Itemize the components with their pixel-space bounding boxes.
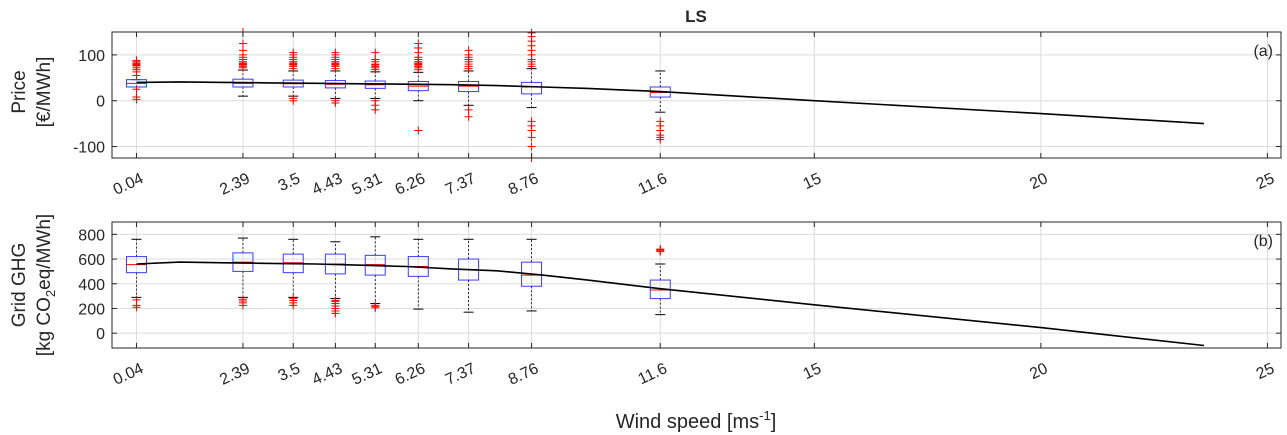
- outlier-point: [656, 245, 665, 254]
- panel-a-ylabel-line2: [€/MWh]: [34, 57, 55, 128]
- x-tick-label: 8.76: [506, 360, 541, 389]
- outlier-point: [464, 112, 473, 121]
- outlier-point: [132, 93, 141, 102]
- x-tick-label: 2.39: [217, 360, 252, 389]
- x-tick-label: 3.5: [276, 360, 303, 385]
- outlier-point: [527, 117, 536, 126]
- x-tick-label: 4.43: [310, 170, 345, 199]
- x-tick-label: 0.04: [111, 360, 146, 389]
- y-tick-label: 100: [78, 48, 105, 65]
- y-tick-label: 600: [78, 252, 105, 269]
- panel-b-ylabel-line2: [kg CO2eq/MWh]: [34, 214, 58, 356]
- x-axis-label-sup: -1: [759, 408, 771, 423]
- y-tick-label: 0: [96, 94, 105, 111]
- x-tick-label: 11.6: [636, 170, 670, 198]
- y-tick-label: 800: [78, 227, 105, 244]
- x-axis-label-end: ]: [771, 411, 777, 433]
- outlier-point: [414, 126, 423, 135]
- outlier-point: [132, 85, 141, 94]
- y-tick-label: 200: [78, 301, 105, 318]
- x-tick-label: 25: [1254, 170, 1277, 193]
- trend-line: [136, 261, 1205, 347]
- x-tick-label: 20: [1027, 170, 1050, 193]
- axes-frame: [111, 221, 1282, 349]
- outlier-point: [289, 48, 298, 57]
- outlier-point: [656, 117, 665, 126]
- x-tick-label: 7.37: [443, 170, 478, 199]
- x-tick-label: 5.31: [350, 170, 385, 199]
- box: [521, 261, 543, 287]
- x-tick-label: 5.31: [350, 360, 385, 389]
- x-axis-label: Wind speed [ms-1]: [616, 408, 777, 433]
- x-tick-label: 25: [1254, 360, 1277, 383]
- x-tick-label: 6.26: [393, 170, 428, 199]
- x-tick-label: 6.26: [393, 360, 428, 389]
- outlier-point: [132, 295, 141, 304]
- outlier-point: [371, 48, 380, 57]
- outlier-point: [289, 294, 298, 303]
- x-tick-label: 4.43: [310, 360, 345, 389]
- outlier-point: [464, 46, 473, 55]
- x-tick-label: 11.6: [636, 360, 670, 388]
- outlier-point: [371, 55, 380, 64]
- outlier-point: [464, 105, 473, 114]
- x-tick-label: 15: [801, 360, 824, 383]
- panel-b-ylabel-pre: [kg CO: [34, 297, 55, 356]
- x-tick-label: 2.39: [217, 170, 252, 199]
- outlier-point: [371, 301, 380, 310]
- outlier-point: [527, 133, 536, 142]
- y-tick-label: -100: [73, 140, 105, 157]
- outlier-point: [238, 39, 247, 48]
- x-tick-label: 7.37: [443, 360, 478, 389]
- outlier-point: [331, 48, 340, 57]
- trend-line: [136, 81, 1205, 125]
- x-tick-label: 0.04: [111, 170, 146, 199]
- outlier-point: [414, 39, 423, 48]
- box: [521, 81, 543, 95]
- chart-title: LS: [685, 7, 707, 26]
- x-tick-label: 3.5: [276, 170, 303, 195]
- y-tick-label: 0: [96, 326, 105, 343]
- y-tick-label: 400: [78, 277, 105, 294]
- panel-b-ylabel-line1: Grid GHG: [9, 243, 30, 327]
- axes-frame: [111, 31, 1282, 159]
- x-tick-label: 15: [801, 170, 824, 193]
- outlier-point: [238, 295, 247, 304]
- panel-b-ylabel-sub: 2: [43, 290, 58, 297]
- x-tick-label: 20: [1027, 360, 1050, 383]
- outlier-point: [132, 56, 141, 65]
- x-axis-label-main: Wind speed [ms: [616, 411, 759, 433]
- outlier-point: [371, 96, 380, 105]
- outlier-point: [331, 96, 340, 105]
- panel-annotation: (b): [1253, 233, 1273, 250]
- outlier-point: [238, 46, 247, 55]
- panel-b-ylabel-post: eq/MWh]: [34, 214, 55, 290]
- panel-annotation: (a): [1253, 43, 1273, 60]
- outlier-point: [527, 142, 536, 151]
- x-tick-label: 8.76: [506, 170, 541, 199]
- outlier-point: [331, 296, 340, 305]
- panel-b: 0 200 400 600 800 0.04 2.39 3.5 4.43 5.31 6.26 7.37…: [78, 221, 1282, 389]
- panel-a-ylabel-line1: Price: [9, 70, 30, 113]
- outlier-point: [289, 94, 298, 103]
- panel-a: -100 0 100 0.04 2.39 3.5 4.43 5.31 6.26 7.37 8.76 1…: [73, 28, 1282, 199]
